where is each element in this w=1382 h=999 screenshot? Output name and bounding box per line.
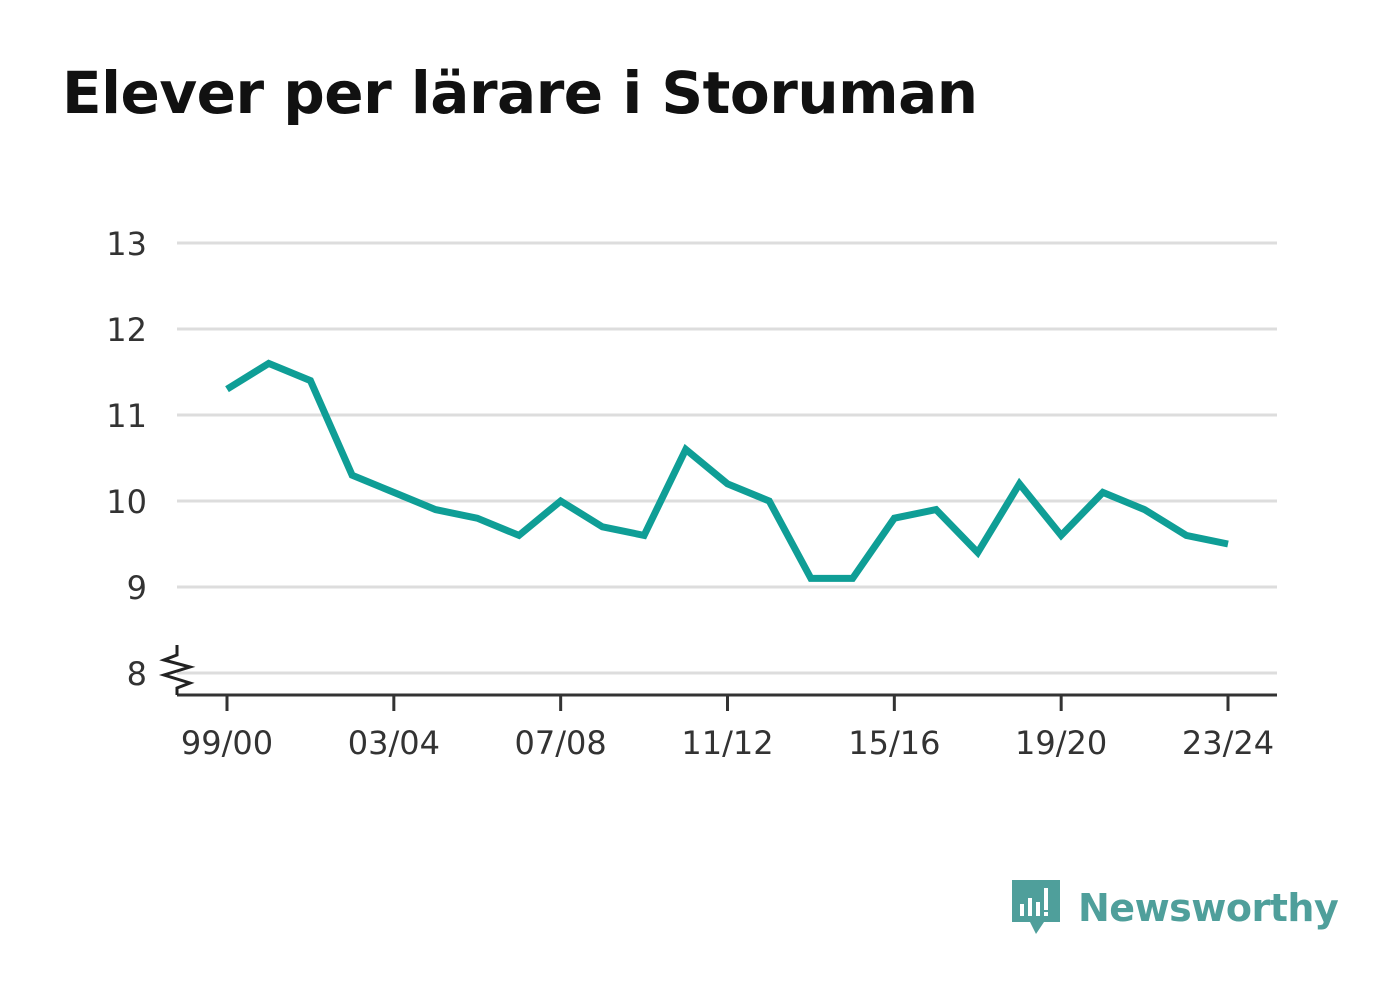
y-tick-label: 11 — [106, 397, 147, 435]
x-tick-label: 23/24 — [1182, 724, 1274, 762]
y-tick-label: 13 — [106, 225, 147, 263]
y-axis-ticks: 8 9 10 11 12 13 — [106, 225, 147, 693]
y-tick-label: 12 — [106, 311, 147, 349]
brand-name: Newsworthy — [1078, 886, 1339, 930]
gridlines — [177, 241, 1277, 675]
x-axis: 99/00 03/04 07/08 11/12 15/16 19/20 23/24 — [158, 645, 1277, 762]
y-tick-label: 10 — [106, 483, 147, 521]
series-layer — [225, 359, 1229, 582]
series-line — [225, 359, 1229, 582]
x-tick-label: 99/00 — [181, 724, 273, 762]
x-tick-label: 15/16 — [848, 724, 940, 762]
x-tick-label: 19/20 — [1015, 724, 1107, 762]
x-tick-label: 03/04 — [348, 724, 440, 762]
newsworthy-logo-icon — [1012, 880, 1060, 934]
x-tick-label: 11/12 — [681, 724, 773, 762]
axis-break-mark — [158, 645, 196, 695]
y-tick-label: 9 — [127, 569, 147, 607]
brand-logo: Newsworthy — [1010, 878, 1339, 938]
y-tick-label: 8 — [127, 655, 147, 693]
x-tick-label: 07/08 — [515, 724, 607, 762]
chart-title: Elever per lärare i Storuman — [62, 59, 978, 127]
